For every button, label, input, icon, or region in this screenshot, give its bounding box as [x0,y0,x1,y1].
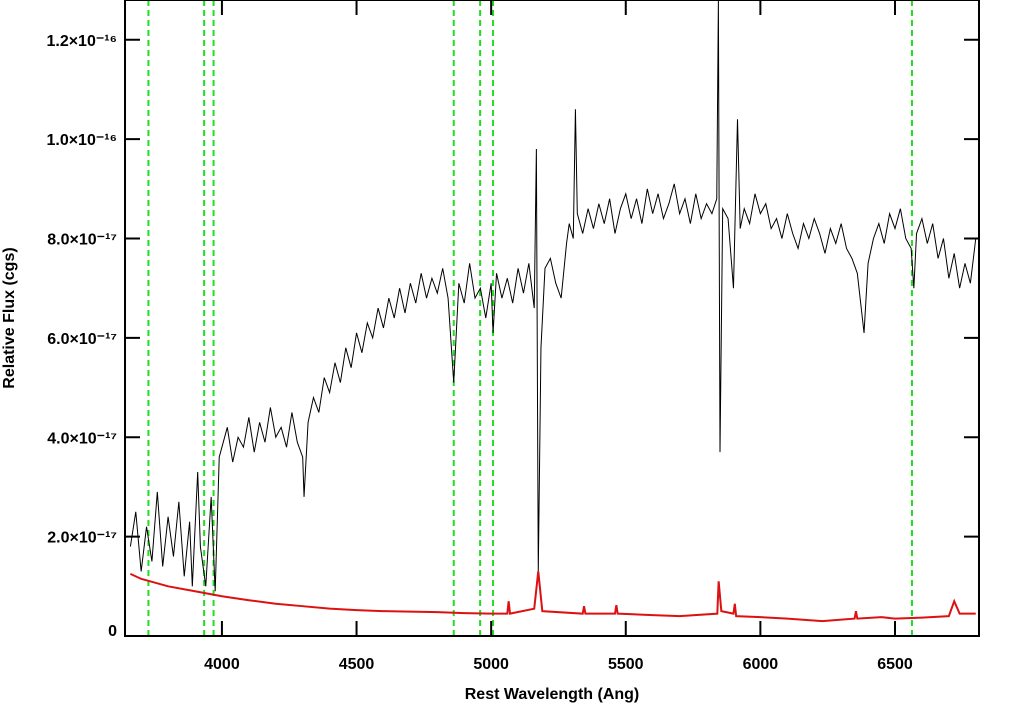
x-tick-label: 6500 [877,656,913,673]
x-axis-label: Rest Wavelength (Ang) [465,686,640,703]
y-tick-label: 1.2×10⁻¹⁶ [46,33,117,50]
x-tick-label: 5500 [608,656,644,673]
x-tick-label: 6000 [743,656,779,673]
y-tick-label: 2.0×10⁻¹⁷ [47,530,117,547]
y-axis-label: Relative Flux (cgs) [1,247,18,388]
y-tick-label: 1.0×10⁻¹⁶ [46,132,117,149]
x-tick-label: 5000 [473,656,509,673]
y-tick-label: 8.0×10⁻¹⁷ [47,232,117,249]
x-tick-label: 4000 [204,656,240,673]
spectrum-line [129,571,976,623]
x-tick-label: 4500 [339,656,375,673]
y-tick-label: 0 [108,623,117,640]
y-tick-label: 4.0×10⁻¹⁷ [47,430,117,447]
y-tick-label: 6.0×10⁻¹⁷ [47,331,117,348]
plot-frame [124,0,980,637]
spectrum-line [129,0,977,592]
